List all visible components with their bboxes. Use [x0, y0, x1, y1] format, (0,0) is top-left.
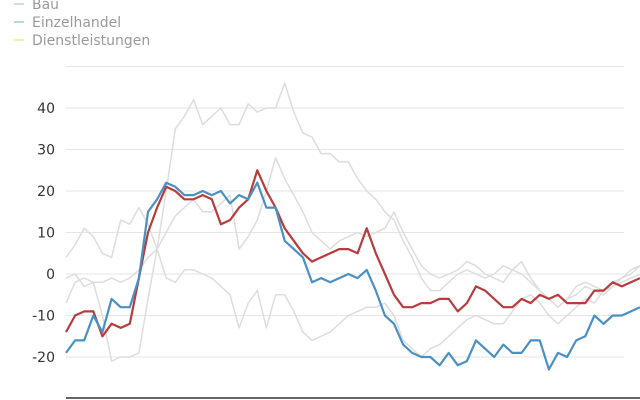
y-tick-label: 0: [46, 267, 55, 283]
y-tick-label: -20: [32, 350, 55, 366]
series-line-3: [65, 169, 640, 338]
y-tick-label: 20: [37, 184, 55, 200]
y-tick-label: 10: [37, 226, 55, 242]
series-line-1: [65, 206, 640, 358]
grid: [66, 66, 624, 358]
y-axis: 40 30 20 10 0 -10 -20: [32, 101, 55, 366]
legend-item-label: Bau: [32, 0, 59, 13]
y-tick-label: 30: [37, 143, 55, 159]
legend: Bau Einzelhandel Dienstleistungen: [14, 0, 150, 49]
legend-item-label: Einzelhandel: [32, 15, 121, 31]
y-tick-label: 40: [37, 101, 55, 117]
series-line-2: [65, 157, 640, 308]
y-tick-label: -10: [32, 309, 55, 325]
series-line-4: [65, 181, 640, 371]
legend-item-label: Dienstleistungen: [32, 33, 150, 49]
series-group: [65, 82, 640, 371]
